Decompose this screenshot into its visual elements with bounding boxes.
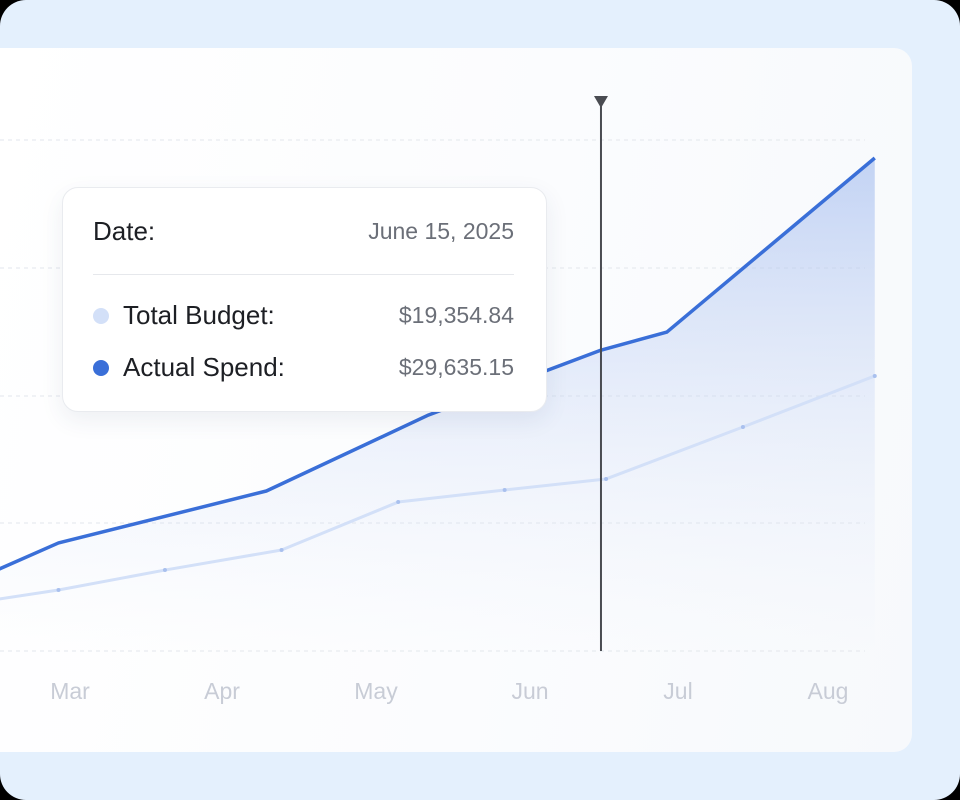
tooltip-total-budget-value: $19,354.84 — [398, 302, 514, 328]
total-budget-point — [56, 588, 61, 593]
tooltip-date-label: Date: — [93, 216, 156, 246]
x-tick-label: Jun — [511, 678, 549, 704]
total-budget-point — [502, 488, 507, 493]
actual-spend-area — [0, 158, 875, 651]
tooltip-total-budget-label: Total Budget: — [123, 300, 275, 330]
x-tick-label: Aug — [807, 678, 849, 704]
actual-spend-line — [0, 156, 876, 571]
x-tick-label: Apr — [204, 678, 240, 704]
total-budget-point — [396, 500, 401, 505]
total-budget-point — [604, 476, 609, 481]
tooltip-actual-spend-value: $29,635.15 — [398, 354, 514, 380]
cursor-marker-icon — [593, 96, 608, 108]
total-budget-point — [740, 425, 745, 430]
x-tick-label: May — [354, 678, 398, 704]
tooltip-row-actual-spend: Actual Spend: $29,635.15 — [93, 352, 514, 383]
x-tick-label: Mar — [50, 678, 90, 704]
tooltip-divider — [93, 274, 514, 275]
total-budget-point — [872, 373, 877, 378]
total-budget-point — [279, 547, 284, 552]
total-budget-point — [162, 568, 167, 573]
chart-tooltip: Date: June 15, 2025 Total Budget: $19,35… — [62, 187, 547, 412]
tooltip-actual-spend-label: Actual Spend: — [123, 352, 285, 382]
x-tick-label: Jul — [663, 678, 693, 704]
tooltip-row-total-budget: Total Budget: $19,354.84 — [93, 300, 514, 331]
actual-spend-legend-dot-icon — [93, 359, 109, 376]
tooltip-date-value: June 15, 2025 — [368, 218, 514, 244]
total-budget-legend-dot-icon — [93, 307, 109, 324]
